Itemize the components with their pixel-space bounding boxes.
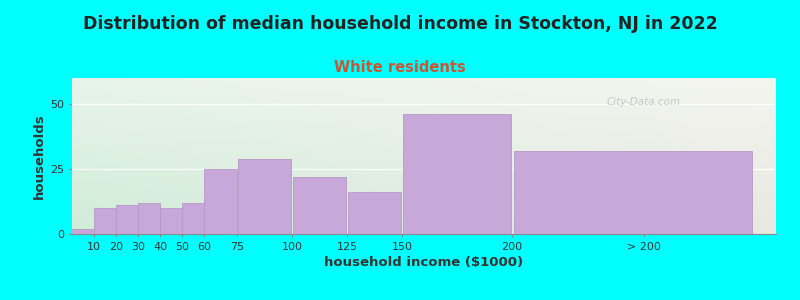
Bar [138, 203, 160, 234]
Bar [293, 177, 346, 234]
Bar [347, 192, 402, 234]
Bar [204, 169, 237, 234]
Text: City-Data.com: City-Data.com [607, 97, 681, 107]
Bar [238, 159, 291, 234]
Text: Distribution of median household income in Stockton, NJ in 2022: Distribution of median household income … [82, 15, 718, 33]
Text: White residents: White residents [334, 60, 466, 75]
Bar [403, 114, 511, 234]
X-axis label: household income ($1000): household income ($1000) [325, 256, 523, 269]
Bar [116, 206, 138, 234]
Y-axis label: households: households [33, 113, 46, 199]
Bar [182, 203, 204, 234]
Bar [160, 208, 182, 234]
Bar [514, 151, 751, 234]
Bar [72, 229, 94, 234]
Bar [94, 208, 116, 234]
